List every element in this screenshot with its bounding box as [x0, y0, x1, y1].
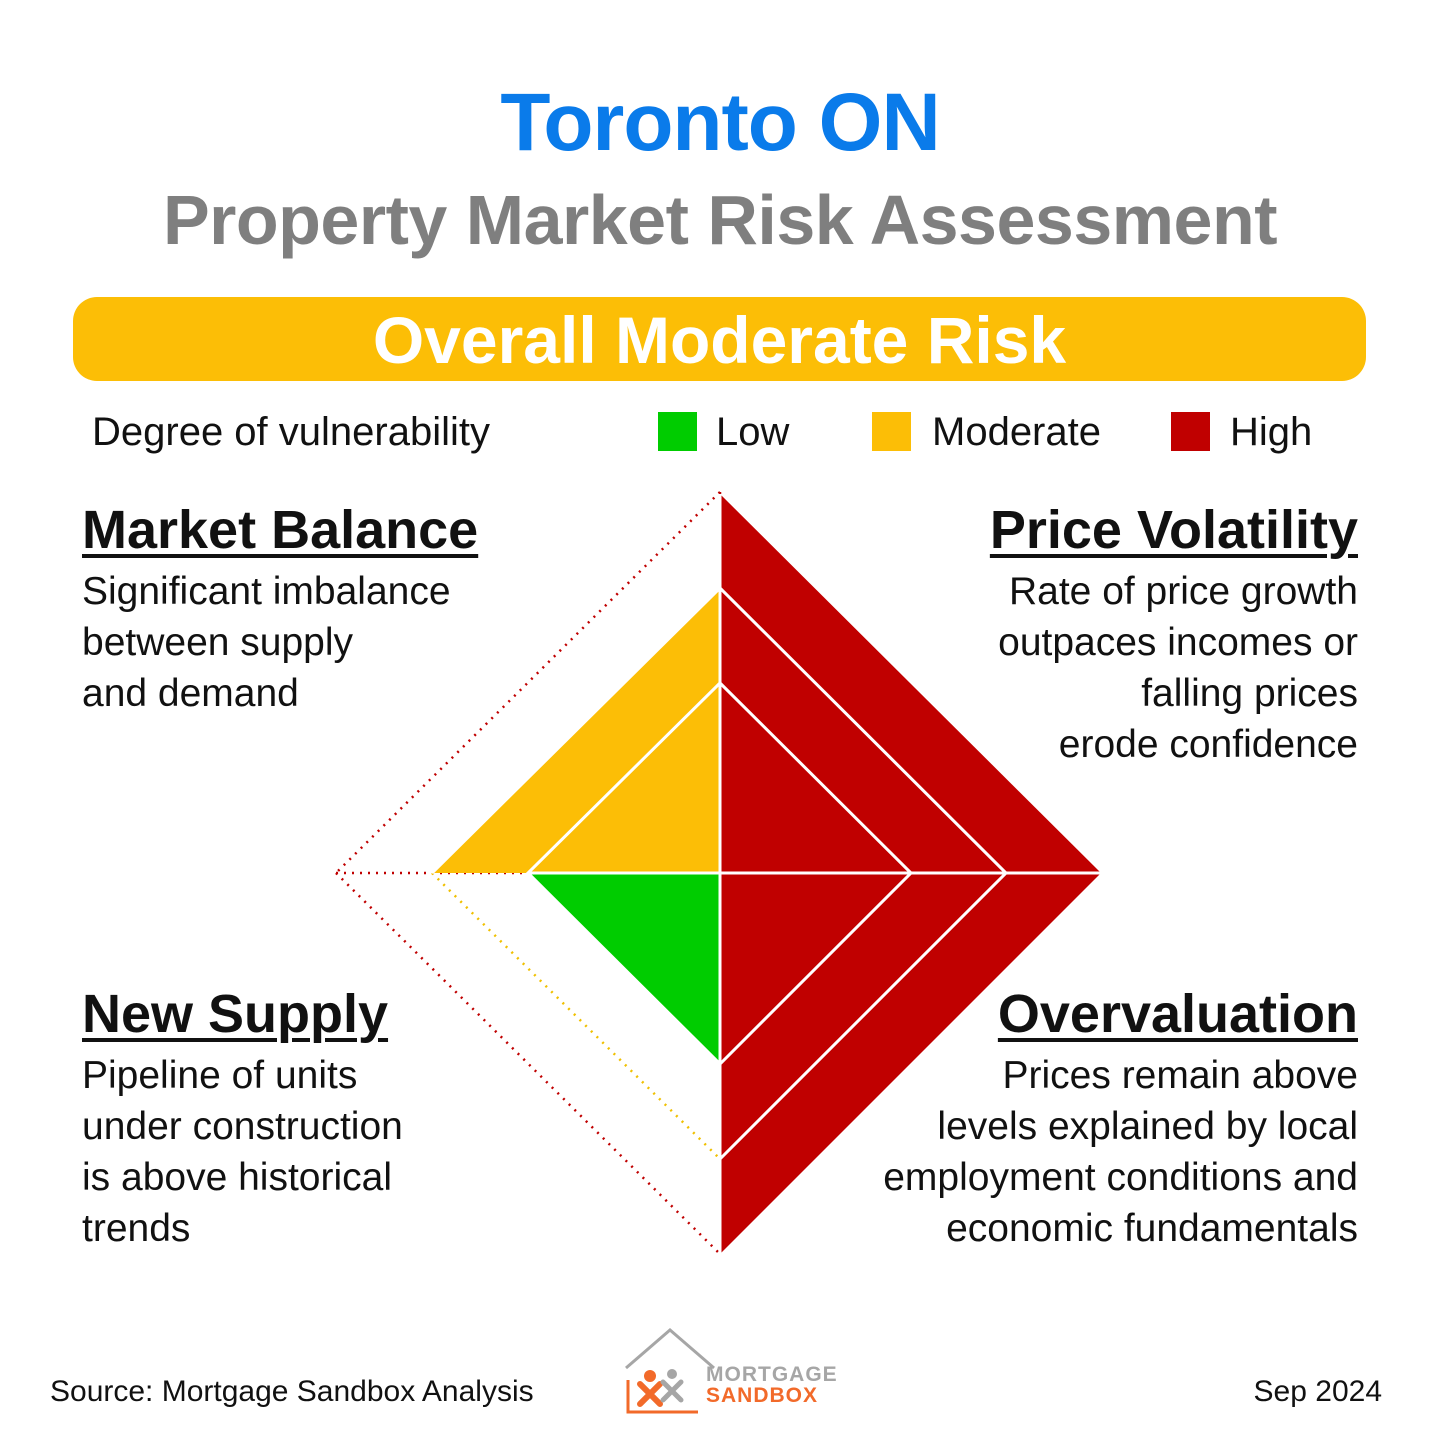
- page-title: Toronto ON: [500, 77, 940, 168]
- legend-swatch-high: [1171, 412, 1210, 451]
- logo-word-sandbox: SANDBOX: [706, 1384, 819, 1407]
- legend-swatch-moderate: [872, 412, 911, 451]
- logo-word-mortgage: MORTGAGE: [706, 1363, 838, 1386]
- legend-text-moderate: Moderate: [932, 410, 1101, 454]
- overvaluation-title: Overvaluation: [997, 984, 1358, 1044]
- date-text: Sep 2024: [1253, 1375, 1382, 1408]
- house-icon: [625, 1328, 715, 1414]
- market-balance-desc-line: between supply: [82, 621, 354, 664]
- price-volatility-desc-line: Rate of price growth: [1008, 570, 1358, 613]
- overvaluation-desc-line: employment conditions and: [883, 1156, 1358, 1199]
- mortgage-sandbox-logo: MORTGAGE SANDBOX: [620, 1328, 837, 1418]
- page-subtitle: Property Market Risk Assessment: [162, 181, 1278, 259]
- source-text: Source: Mortgage Sandbox Analysis: [50, 1375, 534, 1408]
- overvaluation-desc-line: Prices remain above: [1002, 1054, 1359, 1097]
- legend-text-low: Low: [716, 410, 790, 454]
- level-grid: [430, 494, 1101, 1254]
- new-supply-desc-line: trends: [82, 1207, 191, 1250]
- legend-label: Degree of vulnerability: [92, 410, 490, 454]
- new-supply-desc-line: is above historical: [82, 1156, 392, 1199]
- new-supply-title: New Supply: [82, 984, 389, 1044]
- overall-risk-banner: Overall Moderate Risk: [73, 297, 1366, 381]
- overvaluation-desc-line: levels explained by local: [937, 1105, 1358, 1148]
- legend-text-high: High: [1230, 410, 1313, 454]
- market-balance-desc-line: Significant imbalance: [82, 570, 451, 613]
- new-supply-desc-line: Pipeline of units: [82, 1054, 358, 1097]
- price-volatility-desc-line: falling prices: [1141, 672, 1358, 715]
- grid-moderate-ring-top-left: [430, 585, 1009, 1161]
- price-volatility-desc-line: erode confidence: [1058, 723, 1358, 766]
- price-volatility-title: Price Volatility: [989, 500, 1358, 560]
- market-balance-title: Market Balance: [82, 500, 479, 560]
- overvaluation-desc-line: economic fundamentals: [946, 1207, 1358, 1250]
- price-volatility-desc-line: outpaces incomes or: [998, 621, 1358, 664]
- new-supply-desc-line: under construction: [82, 1105, 403, 1148]
- legend-swatch-low: [658, 412, 697, 451]
- market-balance-desc-line: and demand: [82, 672, 299, 715]
